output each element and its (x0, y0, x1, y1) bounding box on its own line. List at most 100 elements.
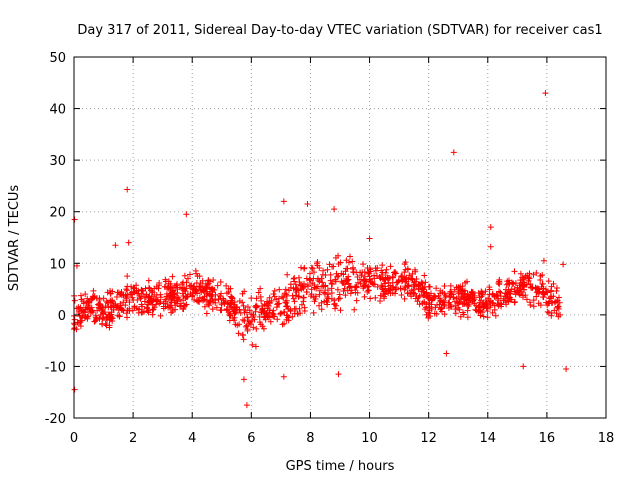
data-point (553, 287, 560, 294)
data-point (282, 286, 289, 293)
data-point (520, 286, 527, 293)
data-point (455, 300, 462, 307)
data-point (270, 313, 277, 320)
outlier-point (243, 402, 250, 409)
data-point (141, 293, 148, 300)
data-point (313, 285, 320, 292)
data-point (123, 310, 130, 317)
outlier-point (542, 90, 549, 97)
data-point (301, 304, 308, 311)
data-point (318, 299, 325, 306)
outlier-point (73, 262, 80, 269)
data-point (523, 296, 530, 303)
data-point (381, 280, 388, 287)
data-point (244, 314, 251, 321)
data-point (363, 278, 370, 285)
data-point (275, 295, 282, 302)
data-point (123, 286, 130, 293)
data-point (324, 266, 331, 273)
data-point (157, 291, 164, 298)
data-point (411, 279, 418, 286)
data-point (193, 280, 200, 287)
data-point (498, 303, 505, 310)
data-point (420, 288, 427, 295)
data-point (392, 290, 399, 297)
data-point (537, 277, 544, 284)
data-point (228, 293, 235, 300)
data-point (307, 277, 314, 284)
data-point (196, 283, 203, 290)
data-point (366, 270, 373, 277)
data-point (191, 296, 198, 303)
data-point (82, 304, 89, 311)
x-tick-label: 16 (539, 431, 556, 446)
data-point (170, 293, 177, 300)
data-point (530, 303, 537, 310)
data-point (77, 317, 84, 324)
data-point (455, 304, 462, 311)
data-point (343, 278, 350, 285)
data-point (508, 296, 515, 303)
data-point (169, 307, 176, 314)
data-point (80, 298, 87, 305)
data-point (116, 313, 123, 320)
data-point (229, 294, 236, 301)
data-point (516, 282, 523, 289)
data-point (171, 298, 178, 305)
data-point (342, 292, 349, 299)
data-point (162, 276, 169, 283)
data-point (120, 307, 127, 314)
data-point (265, 303, 272, 310)
data-point (446, 299, 453, 306)
data-point (351, 306, 358, 313)
data-point (86, 305, 93, 312)
y-tick-label: 20 (49, 206, 66, 221)
data-point (324, 293, 331, 300)
data-point (103, 314, 110, 321)
data-point (327, 271, 334, 278)
data-point (480, 304, 487, 311)
data-point (389, 283, 396, 290)
data-point (252, 303, 259, 310)
data-point (217, 307, 224, 314)
data-point (336, 291, 343, 298)
data-point (346, 253, 353, 260)
x-tick-label: 12 (420, 431, 437, 446)
data-point (283, 297, 290, 304)
data-point (240, 336, 247, 343)
data-point (235, 330, 242, 337)
data-point (374, 283, 381, 290)
data-point (148, 298, 155, 305)
data-point (421, 306, 428, 313)
data-point (256, 319, 263, 326)
data-point (89, 293, 96, 300)
data-point (71, 316, 78, 323)
data-point (554, 297, 561, 304)
data-point (347, 290, 354, 297)
data-point (452, 310, 459, 317)
data-point (451, 298, 458, 305)
data-point (241, 318, 248, 325)
data-point (372, 294, 379, 301)
data-point (393, 286, 400, 293)
data-point (527, 284, 534, 291)
data-point (108, 314, 115, 321)
data-point (480, 313, 487, 320)
data-point (284, 303, 291, 310)
data-point (404, 283, 411, 290)
data-point (371, 275, 378, 282)
data-point (306, 276, 313, 283)
data-point (290, 275, 297, 282)
data-point (165, 278, 172, 285)
y-tick-label: 30 (49, 154, 66, 169)
data-point (441, 311, 448, 318)
data-point (253, 325, 260, 332)
data-point (209, 306, 216, 313)
data-point (214, 282, 221, 289)
data-point (139, 287, 146, 294)
data-point (530, 297, 537, 304)
data-point (424, 293, 431, 300)
outlier-point (540, 257, 547, 264)
data-point (279, 321, 286, 328)
data-point (377, 297, 384, 304)
